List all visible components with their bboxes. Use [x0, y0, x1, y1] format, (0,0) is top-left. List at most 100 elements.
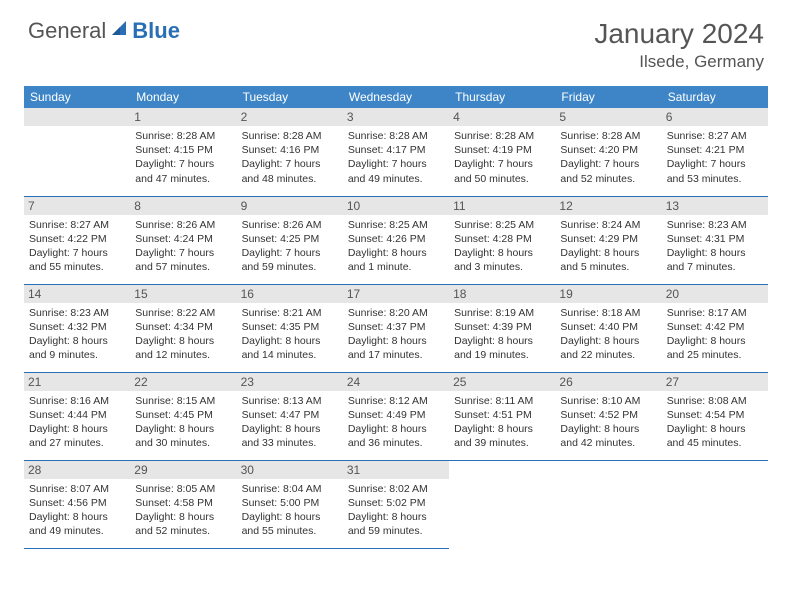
day-info: Sunrise: 8:02 AMSunset: 5:02 PMDaylight:…	[348, 482, 444, 539]
sunset-text: Sunset: 4:20 PM	[560, 143, 656, 157]
day-info: Sunrise: 8:04 AMSunset: 5:00 PMDaylight:…	[242, 482, 338, 539]
daylight-text: Daylight: 8 hours and 22 minutes.	[560, 334, 656, 362]
sunset-text: Sunset: 4:24 PM	[135, 232, 231, 246]
sunset-text: Sunset: 4:40 PM	[560, 320, 656, 334]
page-subtitle: Ilsede, Germany	[594, 52, 764, 72]
day-info: Sunrise: 8:15 AMSunset: 4:45 PMDaylight:…	[135, 394, 231, 451]
daylight-text: Daylight: 8 hours and 59 minutes.	[348, 510, 444, 538]
day-number: 14	[24, 285, 130, 303]
day-number: 9	[237, 197, 343, 215]
title-block: January 2024 Ilsede, Germany	[594, 18, 764, 72]
sunrise-text: Sunrise: 8:04 AM	[242, 482, 338, 496]
day-info: Sunrise: 8:19 AMSunset: 4:39 PMDaylight:…	[454, 306, 550, 363]
sunset-text: Sunset: 4:32 PM	[29, 320, 125, 334]
sunrise-text: Sunrise: 8:26 AM	[135, 218, 231, 232]
day-cell: 25Sunrise: 8:11 AMSunset: 4:51 PMDayligh…	[449, 372, 555, 460]
dayhead-wed: Wednesday	[343, 86, 449, 108]
day-info: Sunrise: 8:22 AMSunset: 4:34 PMDaylight:…	[135, 306, 231, 363]
daylight-text: Daylight: 7 hours and 47 minutes.	[135, 157, 231, 185]
day-number: 17	[343, 285, 449, 303]
sunrise-text: Sunrise: 8:02 AM	[348, 482, 444, 496]
day-number: 26	[555, 373, 661, 391]
sunset-text: Sunset: 4:51 PM	[454, 408, 550, 422]
calendar-table: Sunday Monday Tuesday Wednesday Thursday…	[24, 86, 768, 549]
day-cell: 26Sunrise: 8:10 AMSunset: 4:52 PMDayligh…	[555, 372, 661, 460]
day-cell: 3Sunrise: 8:28 AMSunset: 4:17 PMDaylight…	[343, 108, 449, 196]
daylight-text: Daylight: 7 hours and 55 minutes.	[29, 246, 125, 274]
sunrise-text: Sunrise: 8:11 AM	[454, 394, 550, 408]
sunrise-text: Sunrise: 8:22 AM	[135, 306, 231, 320]
day-number: 30	[237, 461, 343, 479]
sunset-text: Sunset: 4:52 PM	[560, 408, 656, 422]
sunrise-text: Sunrise: 8:05 AM	[135, 482, 231, 496]
day-number: 8	[130, 197, 236, 215]
day-cell: 19Sunrise: 8:18 AMSunset: 4:40 PMDayligh…	[555, 284, 661, 372]
daylight-text: Daylight: 8 hours and 49 minutes.	[29, 510, 125, 538]
dayhead-sat: Saturday	[662, 86, 768, 108]
sunrise-text: Sunrise: 8:27 AM	[29, 218, 125, 232]
daylight-text: Daylight: 8 hours and 36 minutes.	[348, 422, 444, 450]
day-number: 24	[343, 373, 449, 391]
sunrise-text: Sunrise: 8:12 AM	[348, 394, 444, 408]
sunrise-text: Sunrise: 8:28 AM	[348, 129, 444, 143]
week-row: 21Sunrise: 8:16 AMSunset: 4:44 PMDayligh…	[24, 372, 768, 460]
day-cell: 17Sunrise: 8:20 AMSunset: 4:37 PMDayligh…	[343, 284, 449, 372]
logo: General Blue	[28, 18, 180, 44]
sunrise-text: Sunrise: 8:10 AM	[560, 394, 656, 408]
daylight-text: Daylight: 8 hours and 19 minutes.	[454, 334, 550, 362]
day-number: 3	[343, 108, 449, 126]
daylight-text: Daylight: 8 hours and 12 minutes.	[135, 334, 231, 362]
day-number: 23	[237, 373, 343, 391]
header: General Blue January 2024 Ilsede, German…	[0, 0, 792, 78]
day-cell: 14 Sunrise: 8:23 AMSunset: 4:32 PMDayligh…	[24, 284, 130, 372]
day-cell: 30 Sunrise: 8:04 AMSunset: 5:00 PMDayligh…	[237, 460, 343, 548]
day-number: 16	[237, 285, 343, 303]
daylight-text: Daylight: 8 hours and 3 minutes.	[454, 246, 550, 274]
daylight-text: Daylight: 8 hours and 55 minutes.	[242, 510, 338, 538]
day-cell: 16 Sunrise: 8:21 AMSunset: 4:35 PMDayligh…	[237, 284, 343, 372]
day-info: Sunrise: 8:08 AMSunset: 4:54 PMDaylight:…	[667, 394, 763, 451]
day-cell	[555, 460, 661, 548]
sunset-text: Sunset: 4:22 PM	[29, 232, 125, 246]
day-cell: 2 Sunrise: 8:28 AMSunset: 4:16 PMDaylight…	[237, 108, 343, 196]
page-title: January 2024	[594, 18, 764, 50]
sunrise-text: Sunrise: 8:24 AM	[560, 218, 656, 232]
sunrise-text: Sunrise: 8:26 AM	[242, 218, 338, 232]
sunset-text: Sunset: 4:35 PM	[242, 320, 338, 334]
daylight-text: Daylight: 7 hours and 48 minutes.	[242, 157, 338, 185]
daylight-text: Daylight: 7 hours and 59 minutes.	[242, 246, 338, 274]
sunrise-text: Sunrise: 8:20 AM	[348, 306, 444, 320]
daylight-text: Daylight: 8 hours and 25 minutes.	[667, 334, 763, 362]
day-number: 25	[449, 373, 555, 391]
sunset-text: Sunset: 5:02 PM	[348, 496, 444, 510]
sunrise-text: Sunrise: 8:23 AM	[29, 306, 125, 320]
sunset-text: Sunset: 4:44 PM	[29, 408, 125, 422]
daylight-text: Daylight: 7 hours and 53 minutes.	[667, 157, 763, 185]
day-cell: 4Sunrise: 8:28 AMSunset: 4:19 PMDaylight…	[449, 108, 555, 196]
day-number: 18	[449, 285, 555, 303]
daylight-text: Daylight: 8 hours and 14 minutes.	[242, 334, 338, 362]
daylight-text: Daylight: 8 hours and 33 minutes.	[242, 422, 338, 450]
day-cell: 31Sunrise: 8:02 AMSunset: 5:02 PMDayligh…	[343, 460, 449, 548]
day-info: Sunrise: 8:27 AMSunset: 4:21 PMDaylight:…	[667, 129, 763, 186]
day-info: Sunrise: 8:28 AMSunset: 4:15 PMDaylight:…	[135, 129, 231, 186]
sunset-text: Sunset: 4:15 PM	[135, 143, 231, 157]
sunrise-text: Sunrise: 8:15 AM	[135, 394, 231, 408]
calendar-body: 1Sunrise: 8:28 AMSunset: 4:15 PMDaylight…	[24, 108, 768, 548]
sunset-text: Sunset: 4:49 PM	[348, 408, 444, 422]
dayhead-sun: Sunday	[24, 86, 130, 108]
day-number	[24, 108, 130, 126]
sunset-text: Sunset: 4:58 PM	[135, 496, 231, 510]
daylight-text: Daylight: 8 hours and 17 minutes.	[348, 334, 444, 362]
sunset-text: Sunset: 4:47 PM	[242, 408, 338, 422]
day-info: Sunrise: 8:26 AMSunset: 4:25 PMDaylight:…	[242, 218, 338, 275]
day-number: 11	[449, 197, 555, 215]
daylight-text: Daylight: 8 hours and 30 minutes.	[135, 422, 231, 450]
day-number: 19	[555, 285, 661, 303]
sunrise-text: Sunrise: 8:21 AM	[242, 306, 338, 320]
daylight-text: Daylight: 8 hours and 9 minutes.	[29, 334, 125, 362]
day-info: Sunrise: 8:28 AMSunset: 4:20 PMDaylight:…	[560, 129, 656, 186]
day-number: 2	[237, 108, 343, 126]
dayhead-tue: Tuesday	[237, 86, 343, 108]
day-info: Sunrise: 8:28 AMSunset: 4:16 PMDaylight:…	[242, 129, 338, 186]
